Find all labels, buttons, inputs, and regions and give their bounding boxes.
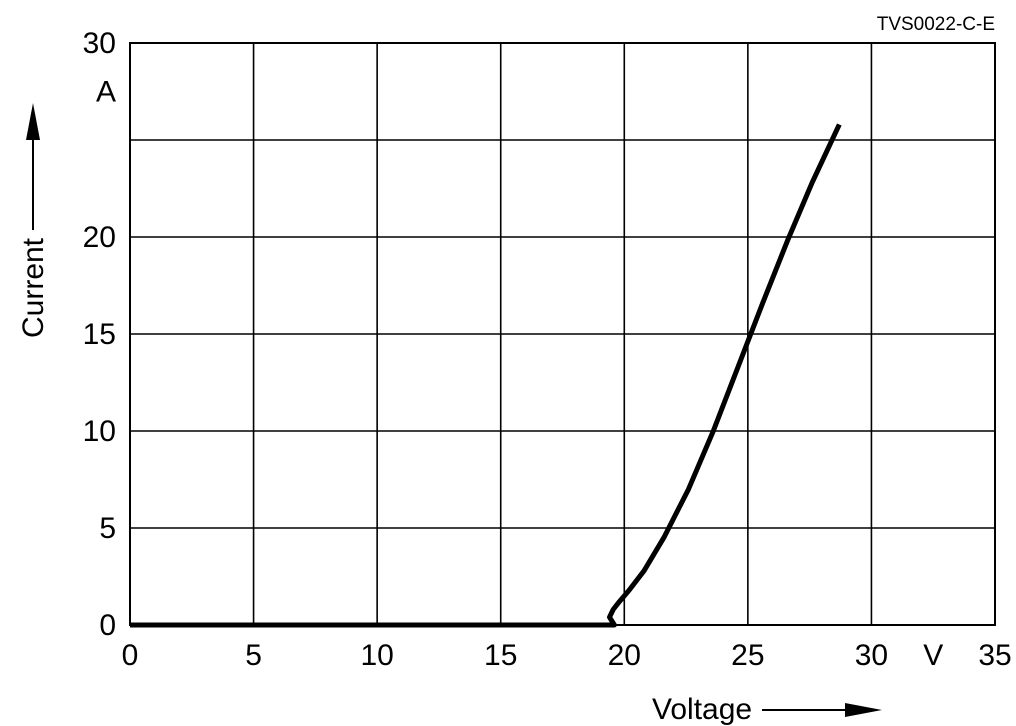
horizontal-gridlines (130, 139, 995, 529)
figure-code: TVS0022-C-E (877, 14, 995, 35)
x-tick-label: 25 (731, 639, 764, 672)
y-axis-label: Current (17, 237, 50, 338)
x-axis-label: Voltage (652, 693, 752, 726)
x-tick-label: 5 (245, 639, 262, 672)
x-tick-label: 0 (122, 639, 139, 672)
y-tick-label: 10 (83, 415, 116, 448)
x-tick-label: 30 (855, 639, 888, 672)
y-tick-labels: 0 5 10 15 20 30 (83, 27, 116, 642)
y-tick-label: 30 (83, 27, 116, 60)
x-tick-label: 35 (978, 639, 1011, 672)
y-tick-label: 15 (83, 318, 116, 351)
y-axis-arrow (26, 103, 40, 230)
x-tick-labels: 0 5 10 15 20 25 30 35 (122, 639, 1012, 672)
x-unit-label: V (923, 639, 943, 672)
y-tick-label: 0 (99, 609, 116, 642)
x-tick-label: 15 (484, 639, 517, 672)
x-tick-label: 20 (608, 639, 641, 672)
y-tick-label: 5 (99, 512, 116, 545)
x-axis-arrow (762, 703, 882, 717)
x-tick-label: 10 (360, 639, 393, 672)
series-line (130, 123, 842, 628)
y-tick-label: 20 (83, 221, 116, 254)
y-unit-label: A (96, 76, 116, 109)
